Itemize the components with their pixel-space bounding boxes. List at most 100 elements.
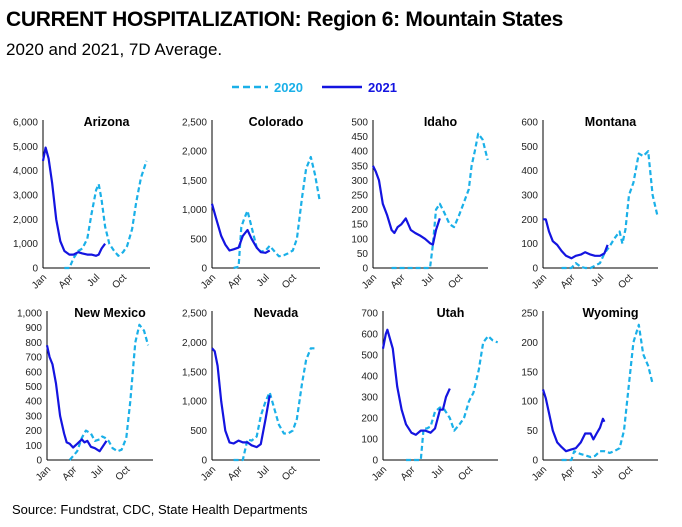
y-tick-label: 100: [521, 397, 538, 408]
y-tick-label: 250: [521, 309, 538, 320]
panel-title: New Mexico: [74, 306, 146, 320]
y-tick-label: 700: [25, 353, 42, 364]
y-tick-label: 600: [521, 118, 538, 129]
y-tick-label: 400: [351, 147, 368, 158]
panel-title: Idaho: [424, 115, 458, 129]
series-line-2021: [41, 146, 106, 257]
y-tick-label: 200: [361, 414, 378, 425]
page-subtitle: 2020 and 2021, 7D Average.: [6, 40, 223, 59]
y-tick-label: 250: [351, 191, 368, 202]
series-line-2021: [541, 389, 606, 453]
y-tick-label: 600: [361, 330, 378, 341]
x-tick-label: Jan: [199, 464, 218, 483]
x-tick-label: Oct: [280, 464, 299, 483]
x-tick-label: Apr: [389, 272, 408, 291]
x-tick-label: Jan: [199, 272, 218, 291]
x-tick-label: Jul: [255, 464, 272, 481]
x-tick-label: Jul: [419, 272, 436, 289]
panel-title: Wyoming: [582, 306, 638, 320]
x-tick-label: Oct: [114, 464, 133, 483]
y-tick-label: 5,000: [13, 142, 38, 153]
legend-label-2020: 2020: [274, 80, 303, 95]
y-tick-label: 450: [351, 132, 368, 143]
series-line-2021: [381, 328, 451, 436]
x-tick-label: Oct: [110, 272, 129, 291]
panel-title: Colorado: [249, 115, 304, 129]
panel-title: Nevada: [254, 306, 300, 320]
x-tick-label: Jul: [429, 464, 446, 481]
y-tick-label: 0: [32, 264, 38, 275]
y-tick-label: 0: [532, 264, 538, 275]
series-line-2021: [45, 345, 108, 453]
y-tick-label: 1,000: [17, 309, 42, 320]
x-tick-label: Jan: [30, 272, 49, 291]
y-tick-label: 1,500: [182, 176, 207, 187]
y-tick-label: 2,500: [182, 309, 207, 320]
y-tick-label: 500: [521, 142, 538, 153]
series-line-2020: [64, 160, 148, 270]
y-tick-label: 600: [25, 367, 42, 378]
panel-arizona: Arizona 0 1,000 2,000 3,000 4,000 5,000 6,000 Ja…: [13, 115, 150, 292]
y-tick-label: 200: [25, 426, 42, 437]
series-line-2021: [211, 347, 271, 449]
x-tick-label: Apr: [57, 272, 76, 291]
y-tick-label: 150: [351, 220, 368, 231]
x-tick-label: Jan: [530, 464, 549, 483]
y-tick-label: 300: [521, 191, 538, 202]
y-tick-label: 2,500: [182, 118, 207, 129]
y-tick-label: 2,000: [182, 147, 207, 158]
y-tick-label: 200: [521, 338, 538, 349]
x-tick-label: Jan: [370, 464, 389, 483]
x-tick-label: Apr: [559, 464, 578, 483]
x-tick-label: Apr: [399, 464, 418, 483]
y-tick-label: 300: [25, 411, 42, 422]
panel-title: Montana: [585, 115, 637, 129]
y-tick-label: 500: [190, 426, 207, 437]
y-tick-label: 2,000: [13, 215, 38, 226]
y-tick-label: 300: [361, 393, 378, 404]
y-tick-label: 200: [351, 205, 368, 216]
y-tick-label: 1,500: [182, 367, 207, 378]
x-tick-label: Jul: [89, 464, 106, 481]
y-tick-label: 50: [527, 426, 539, 437]
y-tick-label: 100: [361, 435, 378, 446]
legend: 2020 2021: [232, 80, 397, 95]
y-tick-label: 900: [25, 323, 42, 334]
y-tick-label: 4,000: [13, 166, 38, 177]
x-tick-label: Oct: [616, 464, 635, 483]
panel-title: Utah: [437, 306, 465, 320]
y-tick-label: 500: [361, 351, 378, 362]
series-line-2021: [210, 203, 271, 254]
series-line-2020: [233, 347, 317, 462]
y-tick-label: 150: [521, 367, 538, 378]
y-tick-label: 200: [521, 215, 538, 226]
y-tick-label: 500: [351, 118, 368, 129]
y-tick-label: 1,000: [13, 239, 38, 250]
y-tick-label: 500: [25, 382, 42, 393]
x-tick-label: Apr: [226, 272, 245, 291]
x-tick-label: Jul: [85, 272, 102, 289]
panel-new-mexico: New Mexico 0 100 200 300 400 500 600 700 800 900 1,…: [17, 306, 153, 484]
y-tick-label: 400: [25, 397, 42, 408]
y-tick-label: 350: [351, 161, 368, 172]
y-tick-label: 0: [362, 264, 368, 275]
series-line-2020: [233, 155, 321, 270]
y-tick-label: 1,000: [182, 397, 207, 408]
y-tick-label: 6,000: [13, 118, 38, 129]
x-tick-label: Jul: [589, 272, 606, 289]
page-title: CURRENT HOSPITALIZATION: Region 6: Mount…: [6, 8, 564, 31]
panel-idaho: Idaho 0 50 100 150 200 250 300 350 400 450 500 Jan Ap…: [351, 115, 489, 292]
series-line-2020: [391, 132, 489, 270]
x-tick-label: Apr: [226, 464, 245, 483]
y-tick-label: 0: [201, 264, 207, 275]
series-line-2021: [543, 218, 609, 260]
x-tick-label: Oct: [616, 272, 635, 291]
y-tick-label: 100: [25, 441, 42, 452]
y-tick-label: 300: [351, 176, 368, 187]
x-tick-label: Oct: [456, 464, 475, 483]
y-tick-label: 100: [351, 234, 368, 245]
y-tick-label: 1,000: [182, 205, 207, 216]
y-tick-label: 3,000: [13, 191, 38, 202]
